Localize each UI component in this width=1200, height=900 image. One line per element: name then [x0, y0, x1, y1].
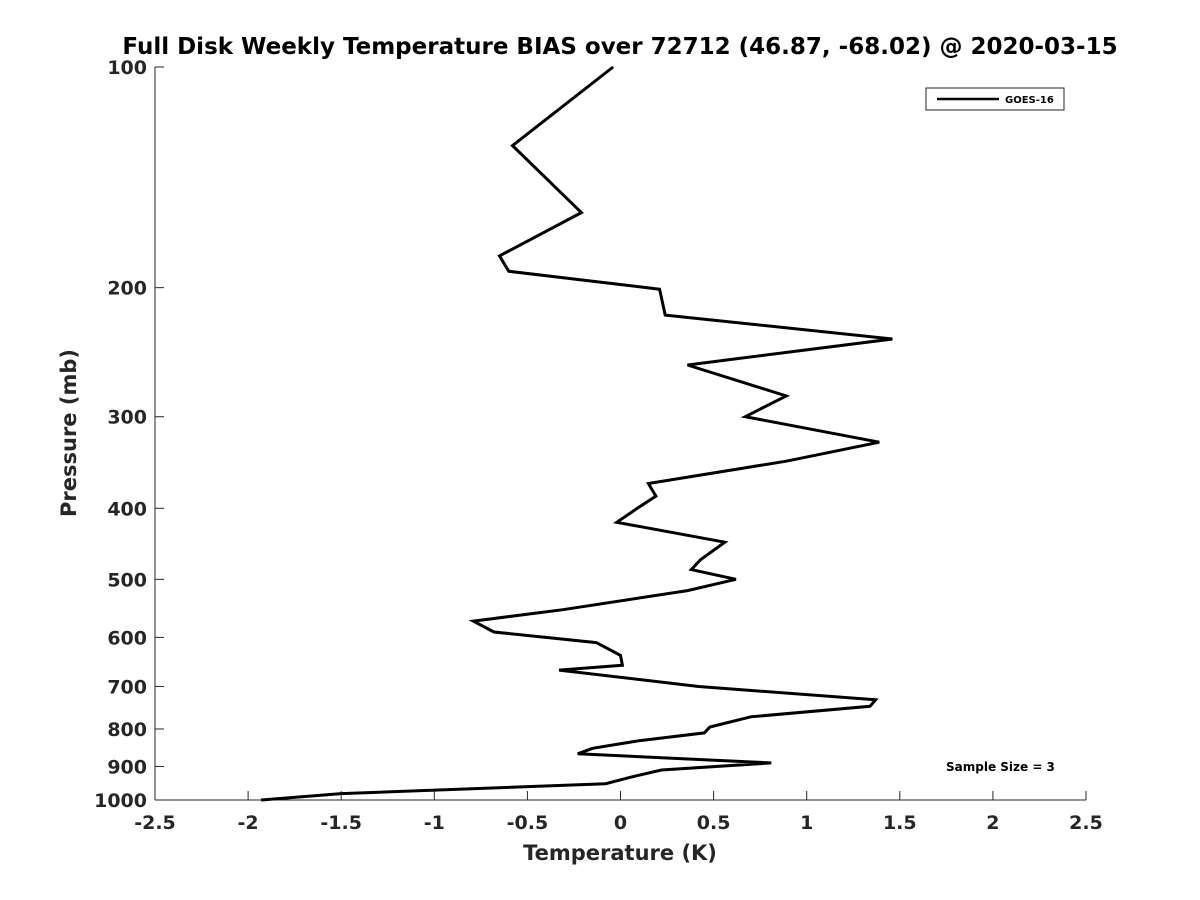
plot-frame [154, 67, 1086, 801]
y-tick-label: 900 [107, 756, 147, 778]
x-tick-label: 2.5 [1069, 812, 1103, 834]
legend-label-goes-16: GOES-16 [1005, 95, 1054, 106]
y-tick-label: 800 [107, 719, 147, 741]
y-axis-ticks: 100 200 300 400 500 600 700 800 900 1000 [94, 57, 164, 812]
y-tick-label: 1000 [94, 790, 147, 812]
x-tick-label: 2 [986, 812, 999, 834]
y-tick-label: 400 [107, 498, 147, 520]
y-tick-label: 700 [107, 676, 147, 698]
y-tick-label: 500 [107, 569, 147, 591]
sample-size-annotation: Sample Size = 3 [946, 760, 1055, 774]
x-tick-label: 1 [800, 812, 813, 834]
y-axis-label: Pressure (mb) [57, 349, 81, 517]
x-tick-label: 0 [614, 812, 627, 834]
y-tick-label: 600 [107, 627, 147, 649]
x-axis-label: Temperature (K) [523, 841, 717, 865]
x-tick-label: -2 [238, 812, 259, 834]
series-layer [260, 65, 893, 802]
x-axis-ticks: -2.5 -2 -1.5 -1 -0.5 0 0.5 1 1.5 2 2.5 [134, 791, 1103, 834]
y-tick-label: 300 [107, 407, 147, 429]
chart-title: Full Disk Weekly Temperature BIAS over 7… [122, 34, 1117, 60]
legend: GOES-16 [925, 87, 1065, 111]
x-tick-label: 1.5 [883, 812, 917, 834]
y-tick-label: 100 [107, 57, 147, 79]
x-tick-label: 0.5 [697, 812, 731, 834]
x-tick-label: -1 [424, 812, 445, 834]
y-tick-label: 200 [107, 278, 147, 300]
series-line-goes-16 [260, 65, 893, 802]
x-tick-label: -1.5 [320, 812, 362, 834]
x-tick-label: -0.5 [507, 812, 549, 834]
x-tick-label: -2.5 [134, 812, 176, 834]
